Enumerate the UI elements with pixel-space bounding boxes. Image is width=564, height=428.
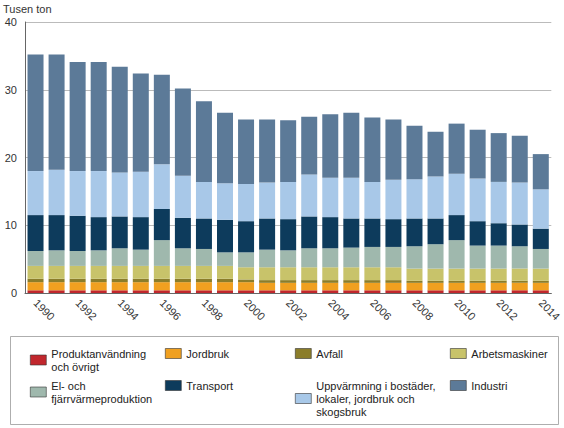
svg-text:Produktanvändning: Produktanvändning bbox=[51, 348, 149, 360]
svg-text:lokaler, jordbruk och: lokaler, jordbruk och bbox=[316, 393, 418, 405]
svg-text:2002: 2002 bbox=[284, 297, 310, 323]
svg-text:Tusen ton: Tusen ton bbox=[3, 3, 52, 15]
svg-text:2010: 2010 bbox=[452, 297, 478, 323]
svg-text:Avfall: Avfall bbox=[316, 348, 343, 360]
svg-text:1996: 1996 bbox=[158, 297, 184, 323]
svg-text:2004: 2004 bbox=[326, 297, 352, 323]
svg-text:1998: 1998 bbox=[200, 297, 226, 323]
svg-text:1992: 1992 bbox=[73, 297, 99, 323]
svg-text:1990: 1990 bbox=[31, 297, 57, 323]
svg-text:fjärrvärmeproduktion: fjärrvärmeproduktion bbox=[51, 393, 152, 405]
svg-text:El- och: El- och bbox=[51, 380, 88, 392]
svg-text:Jordbruk: Jordbruk bbox=[186, 348, 229, 360]
svg-text:40: 40 bbox=[5, 16, 17, 28]
svg-text:2014: 2014 bbox=[537, 297, 563, 323]
svg-text:Uppvärmning i bostäder,: Uppvärmning i bostäder, bbox=[316, 380, 438, 392]
svg-text:Industri: Industri bbox=[471, 380, 507, 392]
svg-text:2000: 2000 bbox=[242, 297, 268, 323]
svg-text:30: 30 bbox=[5, 84, 17, 96]
svg-text:skogsbruk: skogsbruk bbox=[316, 406, 367, 418]
svg-text:0: 0 bbox=[11, 287, 17, 299]
svg-text:2006: 2006 bbox=[368, 297, 394, 323]
svg-text:10: 10 bbox=[5, 219, 17, 231]
svg-text:1994: 1994 bbox=[115, 297, 141, 323]
svg-text:2012: 2012 bbox=[494, 297, 520, 323]
svg-text:2008: 2008 bbox=[410, 297, 436, 323]
svg-text:Transport: Transport bbox=[186, 380, 233, 392]
svg-text:20: 20 bbox=[5, 152, 17, 164]
svg-text:och övrigt: och övrigt bbox=[51, 361, 99, 373]
svg-text:Arbetsmaskiner: Arbetsmaskiner bbox=[471, 348, 548, 360]
